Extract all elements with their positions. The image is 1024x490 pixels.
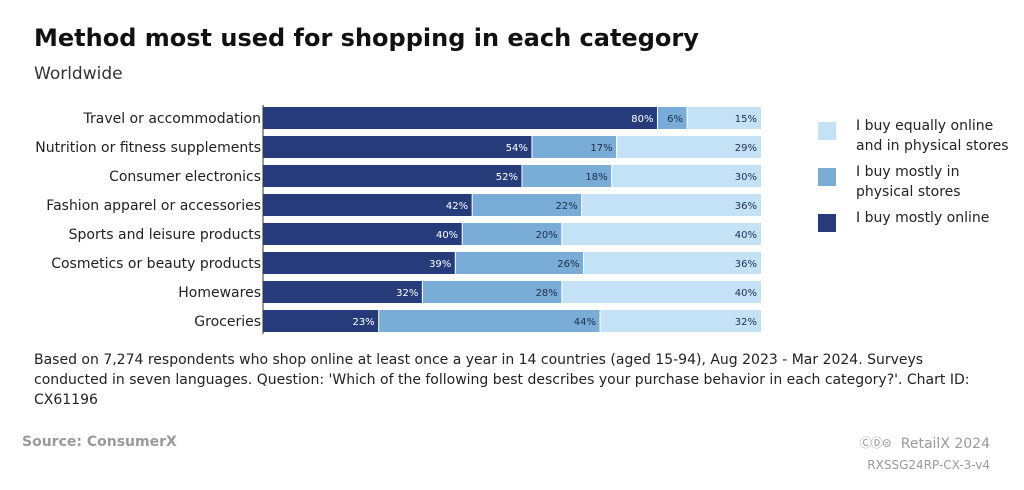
category-label-nutrition-or-fitness-supplements: Nutrition or fitness supplements (35, 140, 261, 156)
category-label-cosmetics-or-beauty-products: Cosmetics or beauty products (51, 256, 261, 272)
bar-equal-nutrition-or-fitness-supplements (616, 136, 761, 158)
data-label-equal-travel-or-accommodation: 15% (735, 114, 757, 125)
data-label-equal-cosmetics-or-beauty-products: 36% (735, 259, 757, 270)
legend-label-equal: I buy equally online and in physical sto… (856, 118, 1009, 154)
bar-equal-cosmetics-or-beauty-products (583, 252, 761, 274)
data-label-online-homewares: 32% (396, 288, 418, 299)
legend-swatch-equal (818, 122, 836, 140)
category-label-travel-or-accommodation: Travel or accommodation (82, 111, 261, 127)
bar-online-cosmetics-or-beauty-products (263, 252, 456, 274)
bar-equal-consumer-electronics (611, 165, 761, 187)
methodology-note: Based on 7,274 respondents who shop onli… (34, 352, 970, 408)
bar-online-nutrition-or-fitness-supplements (263, 136, 532, 158)
data-label-online-nutrition-or-fitness-supplements: 54% (506, 143, 528, 154)
data-label-physical-fashion-apparel-or-accessories: 22% (555, 201, 577, 212)
data-label-online-sports-and-leisure-products: 40% (436, 230, 458, 241)
data-label-physical-sports-and-leisure-products: 20% (536, 230, 558, 241)
data-label-equal-fashion-apparel-or-accessories: 36% (735, 201, 757, 212)
bar-equal-sports-and-leisure-products (561, 223, 761, 245)
legend-item-online: I buy mostly online (818, 208, 1018, 232)
data-label-physical-consumer-electronics: 18% (585, 172, 607, 183)
bar-physical-cosmetics-or-beauty-products (455, 252, 584, 274)
category-label-homewares: Homewares (178, 285, 261, 301)
data-label-equal-groceries: 32% (735, 317, 757, 328)
source-label: Source: ConsumerX (22, 434, 177, 450)
legend-label-physical: I buy mostly in physical stores (856, 164, 961, 200)
bar-online-groceries (263, 310, 379, 332)
chart-subtitle: Worldwide (34, 64, 123, 84)
brand: ⒸⒹ⊜ RetailX 2024 (860, 434, 990, 452)
bar-equal-travel-or-accommodation (687, 107, 761, 129)
data-label-physical-homewares: 28% (536, 288, 558, 299)
data-label-online-groceries: 23% (352, 317, 374, 328)
legend-label-online: I buy mostly online (856, 210, 990, 226)
bar-physical-fashion-apparel-or-accessories (472, 194, 582, 216)
stacked-bar-chart: Travel or accommodation 80% 6% 15% Nutrition… (35, 105, 761, 334)
legend: I buy equally online and in physical sto… (818, 116, 1018, 234)
chart-code: RXSSG24RP-CX-3-v4 (867, 458, 990, 472)
data-label-equal-nutrition-or-fitness-supplements: 29% (735, 143, 757, 154)
bar-online-homewares (263, 281, 423, 303)
data-label-online-travel-or-accommodation: 80% (631, 114, 653, 125)
bar-physical-travel-or-accommodation (657, 107, 688, 129)
data-label-equal-consumer-electronics: 30% (735, 172, 757, 183)
chart-title: Method most used for shopping in each ca… (34, 24, 699, 52)
bar-physical-nutrition-or-fitness-supplements (531, 136, 617, 158)
category-label-sports-and-leisure-products: Sports and leisure products (69, 227, 261, 243)
bar-equal-fashion-apparel-or-accessories (581, 194, 761, 216)
brand-label: RetailX 2024 (900, 436, 990, 452)
cc-license-icon: ⒸⒹ⊜ (859, 436, 892, 450)
data-label-equal-homewares: 40% (735, 288, 757, 299)
bar-online-consumer-electronics (263, 165, 522, 187)
bar-equal-homewares (561, 281, 761, 303)
bar-online-fashion-apparel-or-accessories (263, 194, 473, 216)
bar-physical-sports-and-leisure-products (462, 223, 562, 245)
data-label-online-cosmetics-or-beauty-products: 39% (429, 259, 451, 270)
category-label-fashion-apparel-or-accessories: Fashion apparel or accessories (46, 198, 261, 214)
bar-equal-groceries (600, 310, 761, 332)
legend-item-equal: I buy equally online and in physical sto… (818, 116, 1018, 156)
bar-physical-groceries (378, 310, 601, 332)
legend-swatch-physical (818, 168, 836, 186)
data-label-online-consumer-electronics: 52% (496, 172, 518, 183)
legend-item-physical: I buy mostly in physical stores (818, 162, 1018, 202)
bar-physical-homewares (422, 281, 562, 303)
data-label-physical-nutrition-or-fitness-supplements: 17% (590, 143, 612, 154)
bar-online-travel-or-accommodation (263, 107, 658, 129)
data-label-physical-travel-or-accommodation: 6% (667, 114, 683, 125)
data-label-equal-sports-and-leisure-products: 40% (735, 230, 757, 241)
data-label-physical-groceries: 44% (574, 317, 596, 328)
legend-swatch-online (818, 214, 836, 232)
category-label-consumer-electronics: Consumer electronics (109, 169, 261, 185)
data-label-online-fashion-apparel-or-accessories: 42% (446, 201, 468, 212)
category-label-groceries: Groceries (194, 314, 261, 330)
bar-online-sports-and-leisure-products (263, 223, 463, 245)
data-label-physical-cosmetics-or-beauty-products: 26% (557, 259, 579, 270)
bar-physical-consumer-electronics (521, 165, 612, 187)
